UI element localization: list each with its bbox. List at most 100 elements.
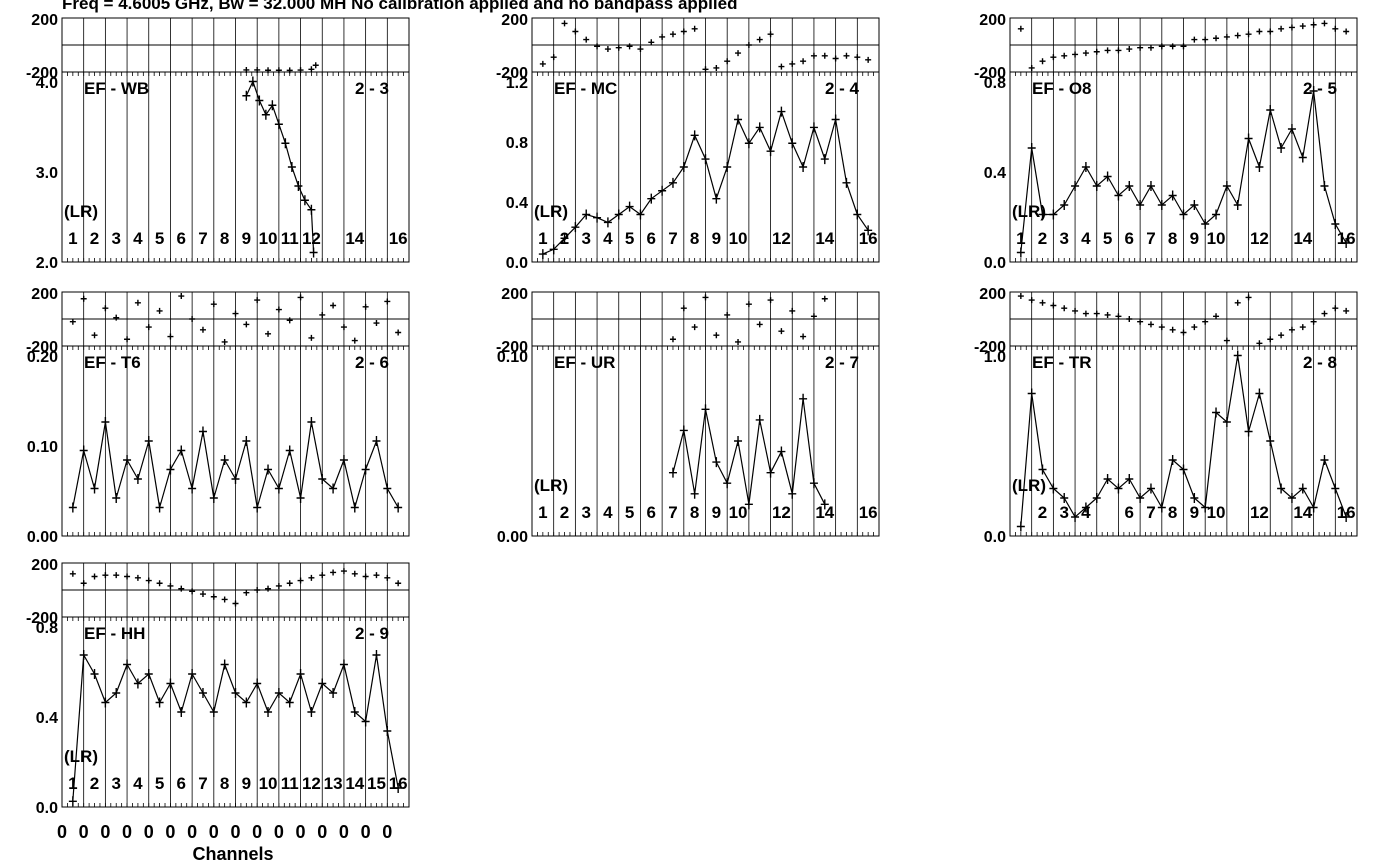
phase-data-point [691, 324, 698, 331]
channel-number-label: 8 [220, 774, 229, 793]
bottom-tick-label: 0 [122, 822, 132, 842]
channel-number-label: 10 [729, 229, 748, 248]
phase-data-point [1082, 310, 1089, 317]
bottom-tick-label: 0 [165, 822, 175, 842]
phase-data-point [1299, 324, 1306, 331]
channel-number-label: 4 [603, 229, 613, 248]
phase-data-point [221, 338, 228, 345]
phase-data-point [1137, 318, 1144, 325]
phase-data-point [351, 337, 358, 344]
phase-data-point [91, 332, 98, 339]
phase-data-point [594, 43, 601, 50]
phase-data-point [124, 573, 131, 580]
bottom-tick-label: 0 [187, 822, 197, 842]
phase-data-point [1115, 47, 1122, 54]
phase-data-point [134, 574, 141, 581]
phase-data-point [724, 58, 731, 65]
amplitude-series-line [1020, 90, 1347, 253]
channel-number-label: 9 [712, 229, 721, 248]
phase-data-point [1158, 324, 1165, 331]
bottom-tick-label: 0 [79, 822, 89, 842]
channel-number-label: 9 [712, 503, 721, 522]
baseline-number: 2 - 5 [1303, 79, 1337, 98]
phase-data-point [1191, 324, 1198, 331]
channel-number-label: 4 [1081, 229, 1091, 248]
phase-data-point [102, 572, 109, 579]
phase-data-point [351, 570, 358, 577]
baseline-name: EF - T6 [84, 353, 141, 372]
phase-data-point [789, 60, 796, 67]
phase-data-point [1137, 44, 1144, 51]
channel-number-label: 10 [729, 503, 748, 522]
baseline-number: 2 - 7 [825, 353, 859, 372]
phase-data-point [232, 600, 239, 607]
amplitude-tick-label: 0.20 [27, 349, 58, 366]
phase-data-point [69, 318, 76, 325]
phase-data-point [604, 46, 611, 53]
phase-data-point [340, 568, 347, 575]
amplitude-tick-label: 0.00 [27, 529, 58, 546]
channel-number-label: 4 [133, 229, 143, 248]
bottom-tick-label: 0 [317, 822, 327, 842]
phase-data-point [1169, 43, 1176, 50]
phase-data-point [745, 301, 752, 308]
phase-data-point [680, 305, 687, 312]
phase-data-point [1115, 313, 1122, 320]
phase-data-point [91, 573, 98, 580]
phase-data-point [745, 42, 752, 48]
phase-data-point [713, 332, 720, 339]
amplitude-series-line [1020, 355, 1347, 527]
channel-number-label: 10 [259, 229, 278, 248]
polarization-label: (LR) [1012, 202, 1046, 221]
phase-data-point [312, 62, 319, 69]
phase-data-point [1169, 326, 1176, 333]
phase-data-point [1072, 51, 1079, 58]
phase-data-point [308, 66, 315, 73]
channel-number-label: 8 [690, 503, 699, 522]
phase-data-point [1039, 58, 1046, 65]
phase-data-point [1050, 302, 1057, 309]
phase-data-point [340, 324, 347, 331]
phase-data-point [539, 60, 546, 67]
channel-number-label: 6 [647, 229, 656, 248]
phase-data-point [189, 316, 196, 322]
phase-data-point [1343, 307, 1350, 314]
phase-tick-label: 200 [979, 12, 1006, 29]
channel-number-label: 7 [668, 229, 677, 248]
phase-data-point [756, 321, 763, 328]
phase-data-point [1147, 44, 1154, 51]
phase-data-point [113, 314, 120, 321]
channel-number-label: 9 [1190, 503, 1199, 522]
phase-data-point [286, 580, 293, 587]
phase-data-point [265, 585, 272, 592]
bottom-tick-label: 0 [209, 822, 219, 842]
phase-data-point [800, 58, 807, 65]
phase-data-point [265, 330, 272, 337]
channel-number-label: 2 [90, 229, 99, 248]
phase-data-point [243, 321, 250, 328]
channel-number-label: 7 [198, 774, 207, 793]
phase-data-point [821, 295, 828, 302]
phase-data-point [330, 302, 337, 309]
phase-data-point [373, 572, 380, 579]
phase-data-point [395, 580, 402, 587]
channel-number-label: 2 [90, 774, 99, 793]
baseline-number: 2 - 9 [355, 624, 389, 643]
channel-number-label: 6 [647, 503, 656, 522]
channel-number-label: 3 [581, 503, 590, 522]
channel-number-label: 8 [220, 229, 229, 248]
phase-data-point [637, 46, 644, 53]
channel-number-label: 4 [603, 503, 613, 522]
phase-data-point [265, 67, 272, 74]
channel-number-label: 7 [1146, 503, 1155, 522]
channel-number-label: 3 [111, 229, 120, 248]
phase-tick-label: -200 [26, 339, 58, 356]
phase-data-point [713, 64, 720, 71]
phase-data-point [550, 54, 557, 61]
